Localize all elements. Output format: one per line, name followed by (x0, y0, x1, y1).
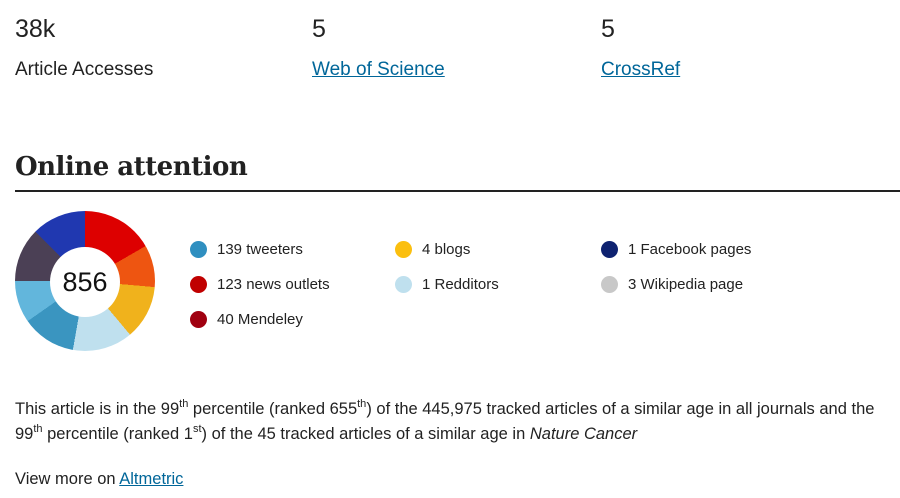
section-divider (15, 190, 900, 192)
legend-label: 40 Mendeley (217, 311, 303, 328)
altmetric-link[interactable]: Altmetric (119, 470, 184, 488)
legend-label: 139 tweeters (217, 241, 303, 258)
legend-item: 123 news outlets (190, 276, 330, 293)
legend-dot-icon (190, 311, 207, 328)
legend-label: 123 news outlets (217, 276, 330, 293)
legend-dot-icon (190, 241, 207, 258)
view-more: View more on Altmetric (15, 470, 184, 488)
metric-crossref: 5 CrossRef (601, 14, 680, 82)
section-title: Online attention (15, 152, 248, 182)
legend-label: 1 Facebook pages (628, 241, 752, 258)
legend-dot-icon (601, 241, 618, 258)
legend-dot-icon (395, 241, 412, 258)
altmetric-score: 856 (50, 247, 120, 317)
web-of-science-link[interactable]: Web of Science (312, 59, 445, 80)
legend-item: 4 blogs (395, 241, 470, 258)
metric-value: 5 (312, 15, 326, 43)
legend-label: 1 Redditors (422, 276, 499, 293)
legend-dot-icon (190, 276, 207, 293)
metric-value: 38k (15, 15, 56, 43)
legend-item: 139 tweeters (190, 241, 303, 258)
altmetric-donut[interactable]: 856 (15, 211, 155, 351)
legend-item: 1 Facebook pages (601, 241, 751, 258)
legend-dot-icon (601, 276, 618, 293)
legend-dot-icon (395, 276, 412, 293)
legend-item: 3 Wikipedia page (601, 276, 743, 293)
metric-label: Article Accesses (15, 59, 154, 80)
percentile-summary: This article is in the 99th percentile (… (15, 398, 875, 444)
metric-web-of-science: 5 Web of Science (312, 14, 445, 82)
crossref-link[interactable]: CrossRef (601, 59, 681, 80)
legend-label: 4 blogs (422, 241, 471, 258)
metric-value: 5 (601, 15, 615, 43)
legend-label: 3 Wikipedia page (628, 276, 744, 293)
metric-article-accesses: 38k Article Accesses (15, 14, 153, 82)
legend-item: 40 Mendeley (190, 311, 303, 328)
legend-item: 1 Redditors (395, 276, 499, 293)
journal-name: Nature Cancer (529, 425, 638, 443)
